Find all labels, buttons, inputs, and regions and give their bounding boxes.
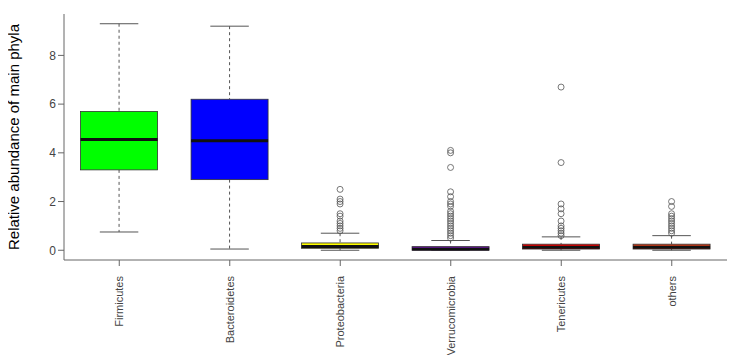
svg-text:others: others xyxy=(666,276,678,307)
svg-text:0: 0 xyxy=(49,244,56,258)
svg-text:4: 4 xyxy=(49,146,56,160)
svg-text:2: 2 xyxy=(49,195,56,209)
svg-text:8: 8 xyxy=(49,49,56,63)
svg-text:Bacteroidetes: Bacteroidetes xyxy=(224,276,236,344)
svg-text:Firmicutes: Firmicutes xyxy=(113,276,125,327)
svg-text:Proteobacteria: Proteobacteria xyxy=(334,275,346,347)
svg-text:Relative abundance of main phy: Relative abundance of main phyla xyxy=(8,23,22,250)
svg-text:Verrucomicrobia: Verrucomicrobia xyxy=(445,275,457,355)
svg-text:Tenericutes: Tenericutes xyxy=(555,276,567,333)
svg-text:6: 6 xyxy=(49,97,56,111)
